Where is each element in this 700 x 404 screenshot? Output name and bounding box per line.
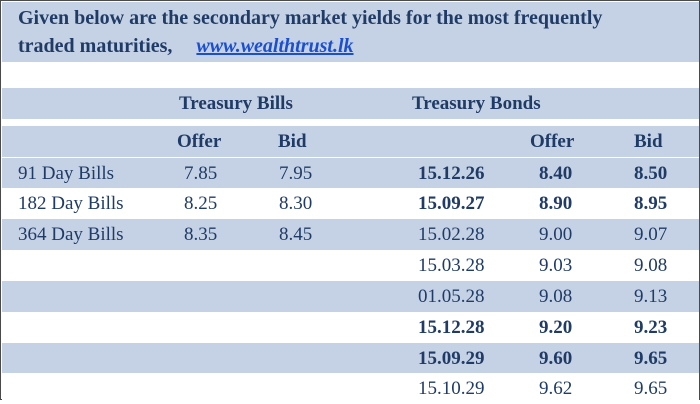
intro-text-line2-label: traded maturities, — [18, 35, 173, 57]
treasury-bonds-header: Treasury Bonds — [412, 93, 541, 114]
table-row: 364 Day Bills 8.35 8.45 15.02.28 9.00 9.07 — [2, 219, 699, 250]
bond-offer-cell: 9.08 — [539, 286, 573, 307]
table-row: 91 Day Bills 7.85 7.95 15.12.26 8.40 8.50 — [2, 158, 699, 189]
bond-maturity-cell: 01.05.28 — [418, 286, 485, 307]
bond-offer-cell: 9.60 — [539, 348, 573, 369]
bill-name-cell: 91 Day Bills — [18, 163, 115, 184]
bills-offer-header: Offer — [177, 131, 222, 152]
bond-maturity-cell: 15.02.28 — [418, 224, 485, 245]
bonds-bid-header: Bid — [634, 131, 663, 152]
bond-maturity-cell: 15.03.28 — [418, 255, 485, 276]
bond-offer-cell: 8.40 — [539, 163, 573, 184]
bond-maturity-cell: 15.09.27 — [418, 193, 485, 214]
bond-maturity-cell: 15.09.29 — [418, 348, 485, 369]
bond-bid-cell: 9.65 — [634, 348, 668, 369]
bond-bid-cell: 9.13 — [634, 286, 668, 307]
bond-maturity-cell: 15.12.26 — [418, 163, 485, 184]
bond-offer-cell: 9.00 — [539, 224, 573, 245]
table-row: 15.09.29 9.60 9.65 — [2, 343, 699, 374]
group-header-row: Treasury Bills Treasury Bonds — [2, 88, 699, 119]
bond-bid-cell: 8.50 — [634, 163, 668, 184]
table-row: 182 Day Bills 8.25 8.30 15.09.27 8.90 8.95 — [2, 188, 699, 219]
intro-text-line2: traded maturities, www.wealthtrust.lk — [18, 33, 354, 59]
bond-maturity-cell: 15.12.28 — [418, 317, 485, 338]
table-row: 15.10.29 9.62 9.65 — [2, 373, 699, 404]
bond-bid-cell: 8.95 — [634, 193, 668, 214]
bonds-offer-header: Offer — [530, 131, 575, 152]
bond-offer-cell: 9.62 — [539, 378, 573, 399]
wealthtrust-link[interactable]: www.wealthtrust.lk — [196, 35, 354, 57]
bond-offer-cell: 8.90 — [539, 193, 573, 214]
bill-offer-cell: 7.85 — [184, 163, 218, 184]
table-row: 15.03.28 9.03 9.08 — [2, 250, 699, 281]
bill-bid-cell: 8.45 — [279, 224, 313, 245]
table-row: 01.05.28 9.08 9.13 — [2, 281, 699, 312]
bond-offer-cell: 9.20 — [539, 317, 573, 338]
bond-bid-cell: 9.23 — [634, 317, 668, 338]
spacer — [2, 62, 699, 88]
table-row: 15.12.28 9.20 9.23 — [2, 312, 699, 343]
bill-offer-cell: 8.25 — [184, 193, 218, 214]
bill-bid-cell: 8.30 — [279, 193, 313, 214]
bond-bid-cell: 9.08 — [634, 255, 668, 276]
bill-bid-cell: 7.95 — [279, 163, 313, 184]
intro-banner: Given below are the secondary market yie… — [2, 2, 699, 62]
sub-header-row: Offer Bid Offer Bid — [2, 126, 699, 157]
bond-bid-cell: 9.07 — [634, 224, 668, 245]
bill-offer-cell: 8.35 — [184, 224, 218, 245]
bills-bid-header: Bid — [278, 131, 307, 152]
bond-maturity-cell: 15.10.29 — [418, 378, 485, 399]
bill-name-cell: 182 Day Bills — [18, 193, 124, 214]
intro-text-line1: Given below are the secondary market yie… — [18, 7, 603, 29]
treasury-bills-header: Treasury Bills — [179, 93, 293, 114]
bill-name-cell: 364 Day Bills — [18, 224, 124, 245]
bond-offer-cell: 9.03 — [539, 255, 573, 276]
bond-bid-cell: 9.65 — [634, 378, 668, 399]
